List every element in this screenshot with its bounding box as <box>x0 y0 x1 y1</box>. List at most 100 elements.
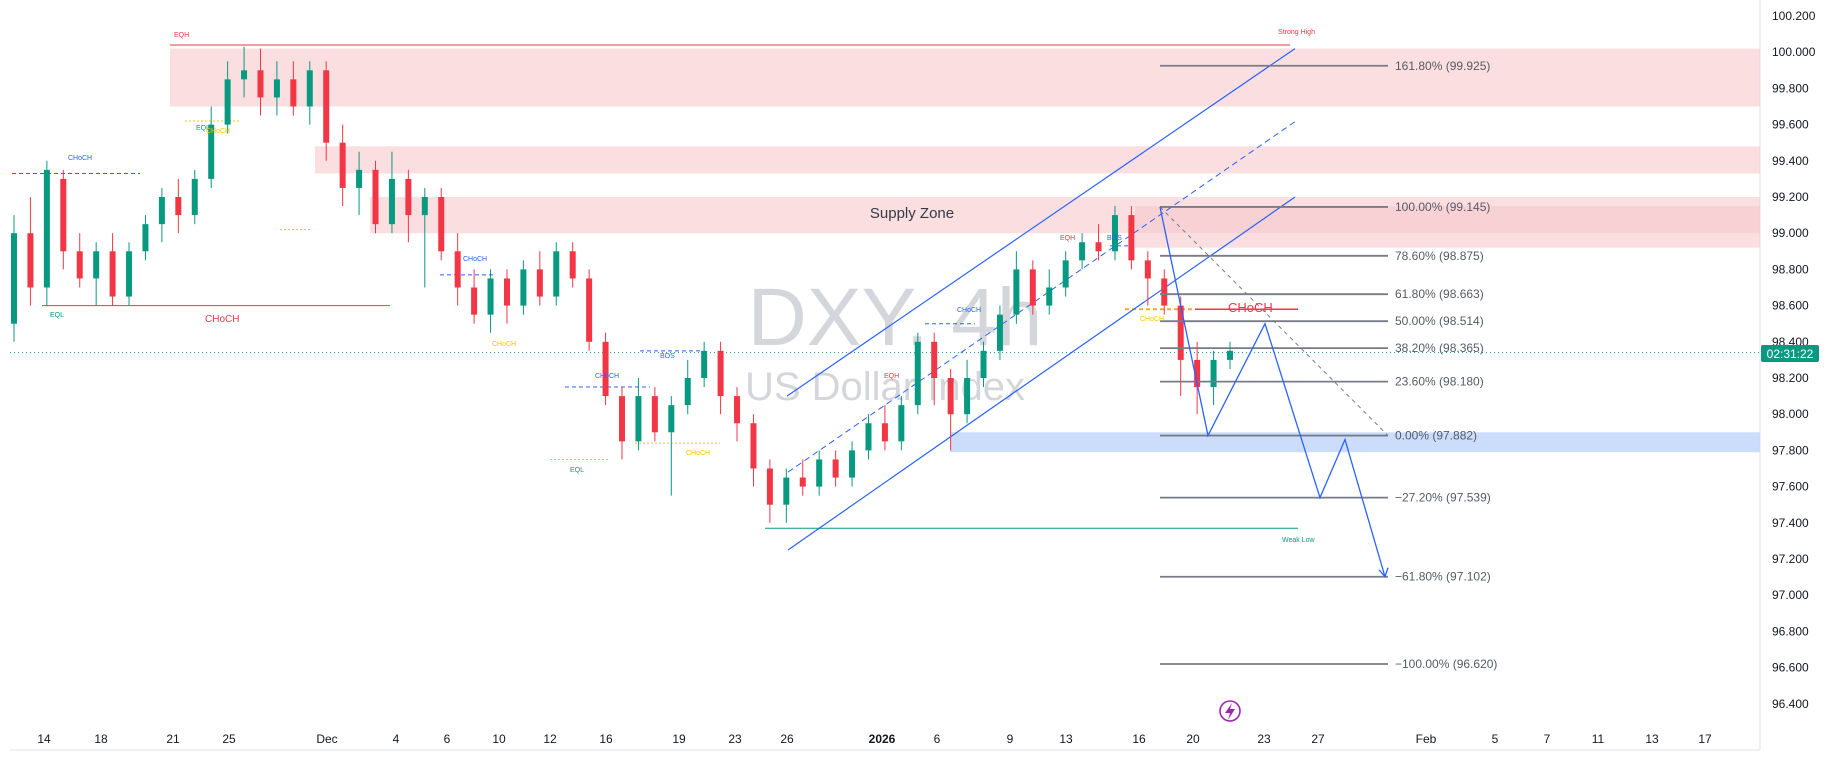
candle-body <box>553 251 560 297</box>
candle-body <box>619 396 625 442</box>
price-tick-label: 99.800 <box>1772 81 1809 95</box>
candle-body <box>684 378 691 406</box>
candle-body <box>1111 215 1118 252</box>
fib-level-label: 50.00% (98.514) <box>1395 314 1484 328</box>
eqh-label: EQH <box>1060 235 1075 242</box>
zones-layer: Supply Zone <box>170 48 1760 453</box>
eql-label: EQL <box>196 125 210 132</box>
time-tick-label: 20 <box>1186 732 1200 746</box>
candle-body <box>60 178 67 252</box>
candle-body <box>142 224 149 252</box>
candle-body <box>783 477 790 505</box>
candle-body <box>849 450 856 478</box>
candle-body <box>43 169 50 288</box>
candle-body <box>734 396 741 424</box>
candle-body <box>241 70 248 80</box>
candle-body <box>1144 260 1151 279</box>
candle-body <box>865 423 872 451</box>
fibonacci-levels[interactable]: 161.80% (99.925) 100.00% (99.145) 78.60% (… <box>1159 59 1497 671</box>
candle-body <box>980 350 987 378</box>
time-tick-label: 25 <box>222 732 236 746</box>
choch-label: CHoCH <box>686 450 710 457</box>
candle-body <box>257 70 264 98</box>
candle-body <box>881 423 888 442</box>
choch-label: CHoCH <box>205 314 239 325</box>
candle-body <box>11 233 17 324</box>
price-tick-label: 99.400 <box>1772 154 1809 168</box>
candle-body <box>964 378 971 415</box>
time-tick-label: 14 <box>37 732 51 746</box>
time-tick-label: 7 <box>1544 732 1551 746</box>
fib-level-label: 100.00% (99.145) <box>1395 200 1490 214</box>
candle-body <box>290 79 297 107</box>
choch-level-label: CHoCH <box>1228 300 1273 315</box>
candle-body <box>421 197 428 216</box>
price-tick-label: 96.600 <box>1772 661 1809 675</box>
fib-level-label: 23.60% (98.180) <box>1395 375 1484 389</box>
price-tick-label: 98.800 <box>1772 262 1809 276</box>
choch-label: CHoCH <box>206 128 230 135</box>
supply-zone <box>170 48 1760 107</box>
price-tick-label: 100.200 <box>1772 9 1816 23</box>
candle-body <box>27 233 34 288</box>
price-tick-label: 99.200 <box>1772 190 1809 204</box>
choch-label: CHoCH <box>492 341 516 348</box>
candle-body <box>224 79 231 125</box>
candle-body <box>1029 269 1036 306</box>
price-tick-label: 100.000 <box>1772 45 1816 59</box>
price-tick-label: 97.800 <box>1772 443 1809 457</box>
channel-mid-line <box>787 120 1297 473</box>
channel-upper-line <box>786 48 1296 397</box>
projection-path[interactable] <box>1159 206 1389 579</box>
price-tick-label: 98.200 <box>1772 371 1809 385</box>
candle-body <box>1161 278 1168 306</box>
time-tick-label: 21 <box>166 732 180 746</box>
candle-body <box>931 341 938 378</box>
structure-lines <box>10 44 1760 529</box>
candle-body <box>701 350 708 378</box>
candle-body <box>1095 242 1102 252</box>
candle-body <box>1210 359 1217 388</box>
lightning-icon[interactable] <box>1219 700 1241 722</box>
price-tick-label: 97.400 <box>1772 516 1809 530</box>
choch-label: CHoCH <box>1140 316 1164 323</box>
watermark-symbol: DXY, 4h <box>748 272 1043 363</box>
price-tag: 02:31:22 <box>1761 345 1819 362</box>
eql-label: EQL <box>570 467 584 474</box>
price-tick-label: 97.600 <box>1772 480 1809 494</box>
time-tick-label: 6 <box>934 732 941 746</box>
eqh-label: EQH <box>174 32 189 39</box>
time-tick-label: 18 <box>94 732 108 746</box>
price-tick-label: 99.000 <box>1772 226 1809 240</box>
candle-body <box>1046 287 1053 306</box>
candle-body <box>520 269 527 306</box>
candle-body <box>454 251 461 288</box>
time-axis[interactable]: 14 18 21 25 Dec 4 6 10 12 16 19 23 26 2026 6 9 13 16 20 23 2… <box>37 732 1712 746</box>
candle-body <box>191 178 198 216</box>
candle-body <box>1177 305 1184 360</box>
fib-level-label: 78.60% (98.875) <box>1395 249 1484 263</box>
candle-body <box>503 278 510 306</box>
time-tick-label: 26 <box>780 732 794 746</box>
candle-body <box>76 251 83 279</box>
price-tag-box <box>1761 345 1819 362</box>
candle-body <box>175 197 182 216</box>
candle-body <box>1194 359 1201 388</box>
candle-body <box>816 459 823 487</box>
candle-body <box>438 197 445 252</box>
candle-body <box>766 468 773 505</box>
candle-body <box>832 459 839 478</box>
structure-labels: Strong High Weak Low EQH EQL EQL EQL EQH EQH CHo… <box>50 29 1315 544</box>
candle-body <box>158 197 165 225</box>
candle-body <box>569 251 576 279</box>
candle-body <box>126 251 133 297</box>
bos-label: BOS <box>660 353 675 360</box>
candle-body <box>471 287 478 315</box>
candle-body <box>109 251 116 297</box>
watermark: DXY, 4h US Dollar Index <box>745 272 1042 409</box>
supply-zone <box>1135 206 1760 248</box>
time-tick-label: 11 <box>1592 732 1605 746</box>
price-tick-label: 98.600 <box>1772 299 1809 313</box>
candle-body <box>717 350 724 397</box>
